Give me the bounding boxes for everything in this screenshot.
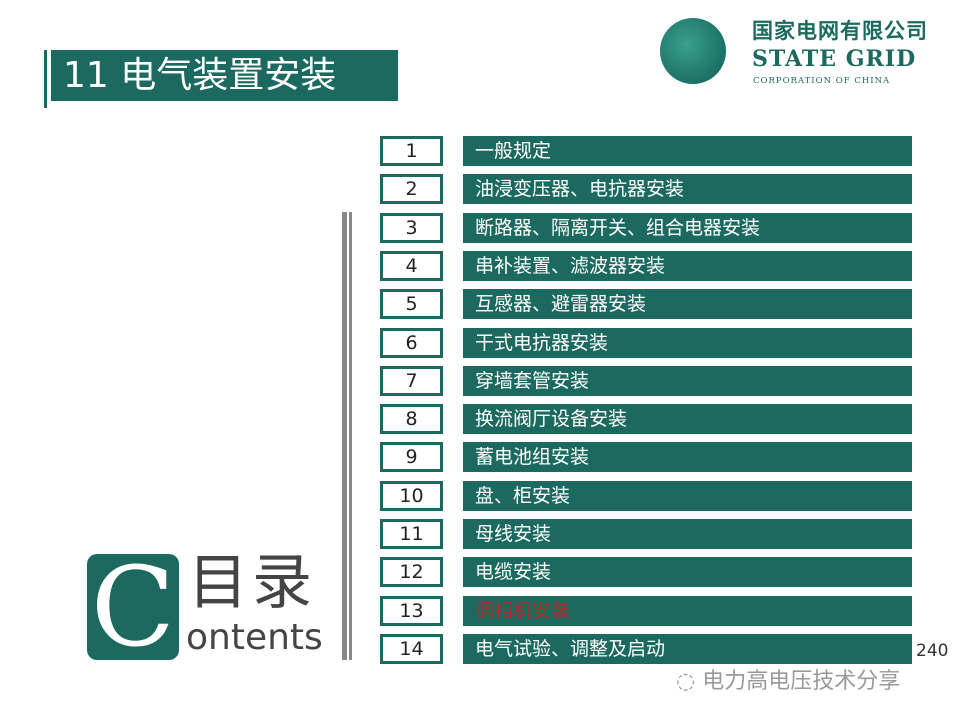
logo-cn: 国家电网有限公司 (752, 19, 928, 43)
toc-number: 12 (380, 557, 443, 588)
divider (342, 212, 347, 660)
toc-number: 4 (380, 250, 443, 281)
state-grid-logo: 国家电网有限公司 STATE GRID CORPORATION OF CHINA (660, 14, 950, 94)
toc-number: 6 (380, 327, 443, 358)
toc-number: 3 (380, 212, 443, 243)
toc-label: 互感器、避雷器安装 (463, 289, 912, 320)
toc-number: 11 (380, 519, 443, 549)
wechat-icon: ◌ (676, 669, 703, 694)
divider (349, 212, 352, 660)
watermark: ◌ 电力高电压技术分享 (676, 668, 900, 696)
toc-number: 13 (380, 595, 443, 626)
globe-icon (660, 18, 726, 84)
toc-label: 电缆安装 (463, 557, 912, 588)
toc-label: 蓄电池组安装 (463, 442, 912, 473)
toc-number: 1 (380, 136, 443, 166)
logo-en: STATE GRID (752, 46, 917, 72)
contents-cn: 目录 (188, 548, 316, 618)
page-title: 11 电气装置安装 (51, 50, 398, 101)
contents-c-logo: C (87, 554, 179, 660)
title-accent-line (44, 50, 47, 108)
toc-number: 2 (380, 174, 443, 205)
toc-number: 9 (380, 442, 443, 473)
toc-number: 14 (380, 633, 443, 664)
toc-label: 干式电抗器安装 (463, 327, 912, 358)
toc-label: 断路器、隔离开关、组合电器安装 (463, 212, 912, 243)
contents-en: ontents (186, 617, 323, 658)
toc-number: 10 (380, 480, 443, 511)
watermark-text: 电力高电压技术分享 (702, 669, 901, 694)
toc-label: 调相机安装 (463, 595, 912, 626)
toc-label: 油浸变压器、电抗器安装 (463, 174, 912, 205)
toc-label: 母线安装 (463, 519, 912, 549)
toc-label: 电气试验、调整及启动 (463, 633, 912, 664)
page-number: 240 (916, 641, 949, 661)
toc-number: 5 (380, 289, 443, 320)
toc-label: 串补装置、滤波器安装 (463, 250, 912, 281)
toc-label: 一般规定 (463, 136, 912, 166)
toc-label: 穿墙套管安装 (463, 365, 912, 396)
toc-label: 盘、柜安装 (463, 480, 912, 511)
toc-number: 8 (380, 404, 443, 435)
toc-number: 7 (380, 365, 443, 396)
toc-label: 换流阀厅设备安装 (463, 404, 912, 435)
logo-sub: CORPORATION OF CHINA (753, 76, 891, 86)
